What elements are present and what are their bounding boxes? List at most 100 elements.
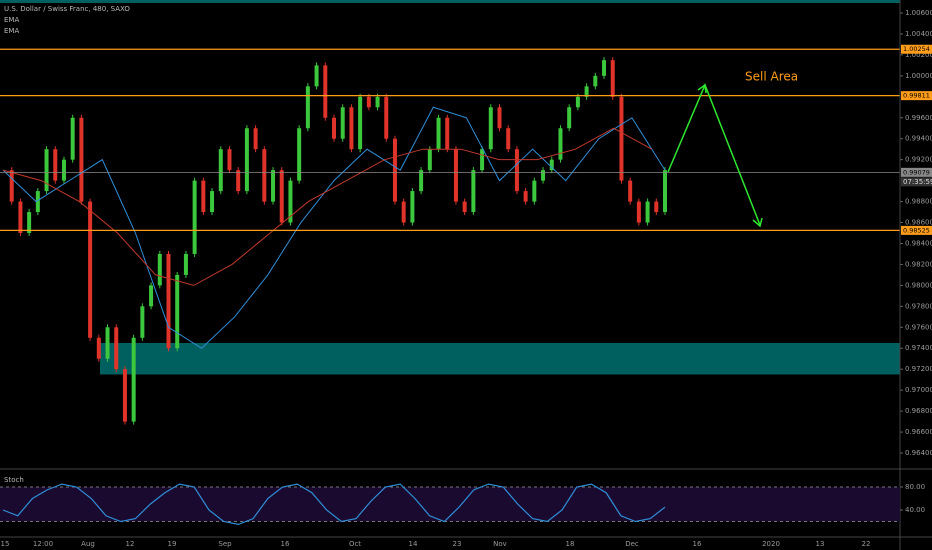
candle bbox=[175, 274, 180, 349]
candle bbox=[593, 75, 598, 87]
arrow-head bbox=[752, 217, 763, 228]
candle bbox=[305, 86, 310, 129]
candle bbox=[506, 128, 511, 150]
y-tick-label: 0.97200 bbox=[905, 365, 932, 373]
candle bbox=[297, 128, 302, 181]
y-tick-label: 1.00200 bbox=[905, 51, 932, 59]
candle bbox=[262, 149, 267, 202]
y-tick-label: 1.00400 bbox=[905, 30, 932, 38]
candle bbox=[27, 212, 32, 234]
candle bbox=[532, 180, 537, 202]
candle bbox=[366, 96, 371, 108]
candle bbox=[497, 107, 502, 129]
y-tick-label: 0.98000 bbox=[905, 281, 932, 289]
y-tick-label: 40.00 bbox=[905, 506, 925, 514]
candle bbox=[471, 170, 476, 213]
candle bbox=[436, 117, 441, 150]
candle bbox=[9, 170, 14, 202]
candle bbox=[480, 149, 485, 171]
candle bbox=[602, 60, 607, 76]
candle bbox=[61, 159, 66, 181]
y-tick-label: 0.99200 bbox=[905, 156, 932, 164]
level-tag bbox=[901, 91, 932, 101]
candle bbox=[279, 170, 284, 223]
candle bbox=[445, 117, 450, 150]
candle bbox=[401, 201, 406, 223]
candle bbox=[288, 180, 293, 223]
price-panel: 1.00600 1.00400 1.00200 1.00000 0.99600 0.994… bbox=[0, 9, 932, 457]
candle bbox=[253, 128, 258, 150]
candle bbox=[340, 107, 345, 139]
candle bbox=[462, 201, 467, 213]
y-tick-label: 0.98200 bbox=[905, 260, 932, 268]
x-tick-label: Aug bbox=[81, 540, 95, 548]
indicator-label: EMA bbox=[4, 27, 19, 35]
candle bbox=[575, 96, 580, 108]
candle bbox=[349, 107, 354, 150]
candle bbox=[619, 96, 624, 181]
candle bbox=[384, 96, 389, 139]
candle bbox=[157, 253, 162, 286]
candle bbox=[636, 201, 641, 223]
y-tick-label: 0.97400 bbox=[905, 344, 932, 352]
candle bbox=[663, 170, 667, 213]
candle bbox=[218, 149, 223, 192]
x-tick-label: Oct bbox=[349, 540, 361, 548]
candle bbox=[645, 201, 650, 223]
y-tick-label: 1.00600 bbox=[905, 9, 932, 17]
countdown: 07:35:59 bbox=[903, 178, 932, 186]
indicator-label: EMA bbox=[4, 16, 19, 24]
symbol-title: U.S. Dollar / Swiss Franc, 480, SAXO bbox=[4, 5, 130, 13]
candle bbox=[96, 337, 101, 359]
candle bbox=[44, 149, 49, 192]
x-tick-label: 18 bbox=[566, 540, 575, 548]
candle bbox=[114, 327, 119, 370]
candle bbox=[122, 369, 127, 422]
candle bbox=[453, 149, 458, 202]
candle bbox=[584, 86, 589, 97]
candle bbox=[558, 128, 563, 160]
candle bbox=[610, 60, 615, 97]
x-tick-label: Nov bbox=[493, 540, 507, 548]
candle bbox=[314, 65, 319, 87]
countdown-tag bbox=[901, 177, 932, 187]
arrow-path bbox=[667, 83, 761, 226]
y-tick-label: 1.00000 bbox=[905, 72, 932, 80]
x-tick-label: 23 bbox=[453, 540, 462, 548]
candle bbox=[549, 159, 554, 171]
x-tick-label: 22 bbox=[862, 540, 871, 548]
candle bbox=[105, 327, 110, 359]
candle bbox=[514, 149, 519, 192]
candle bbox=[192, 180, 197, 254]
y-tick-label: 0.96800 bbox=[905, 407, 932, 415]
candle bbox=[358, 96, 363, 150]
y-tick-label: 80.00 bbox=[905, 483, 925, 491]
candle bbox=[236, 170, 241, 192]
candle bbox=[332, 117, 336, 139]
candle bbox=[140, 306, 145, 338]
candle bbox=[654, 201, 659, 213]
x-tick-label: 13 bbox=[816, 540, 825, 548]
y-tick-label: 0.99400 bbox=[905, 135, 932, 143]
candle bbox=[166, 253, 171, 349]
zone bbox=[100, 343, 900, 375]
candle bbox=[567, 107, 572, 129]
candle bbox=[35, 191, 40, 213]
candle bbox=[419, 170, 424, 192]
arrows bbox=[667, 83, 763, 228]
level-label: 0.98525 bbox=[903, 226, 930, 234]
level-label: 1.00254 bbox=[903, 45, 930, 53]
y-tick-label: 0.96400 bbox=[905, 449, 932, 457]
x-tick-label: 19 bbox=[168, 540, 177, 548]
candle bbox=[149, 285, 154, 307]
y-tick-label: 0.97600 bbox=[905, 323, 932, 331]
candle bbox=[410, 191, 415, 223]
candle bbox=[210, 191, 215, 213]
candle bbox=[131, 337, 136, 422]
candle bbox=[53, 149, 58, 181]
candle bbox=[375, 96, 380, 108]
level-tag bbox=[901, 44, 932, 54]
x-tick-label: Sep bbox=[218, 540, 232, 548]
y-tick-label: 0.97800 bbox=[905, 302, 932, 310]
